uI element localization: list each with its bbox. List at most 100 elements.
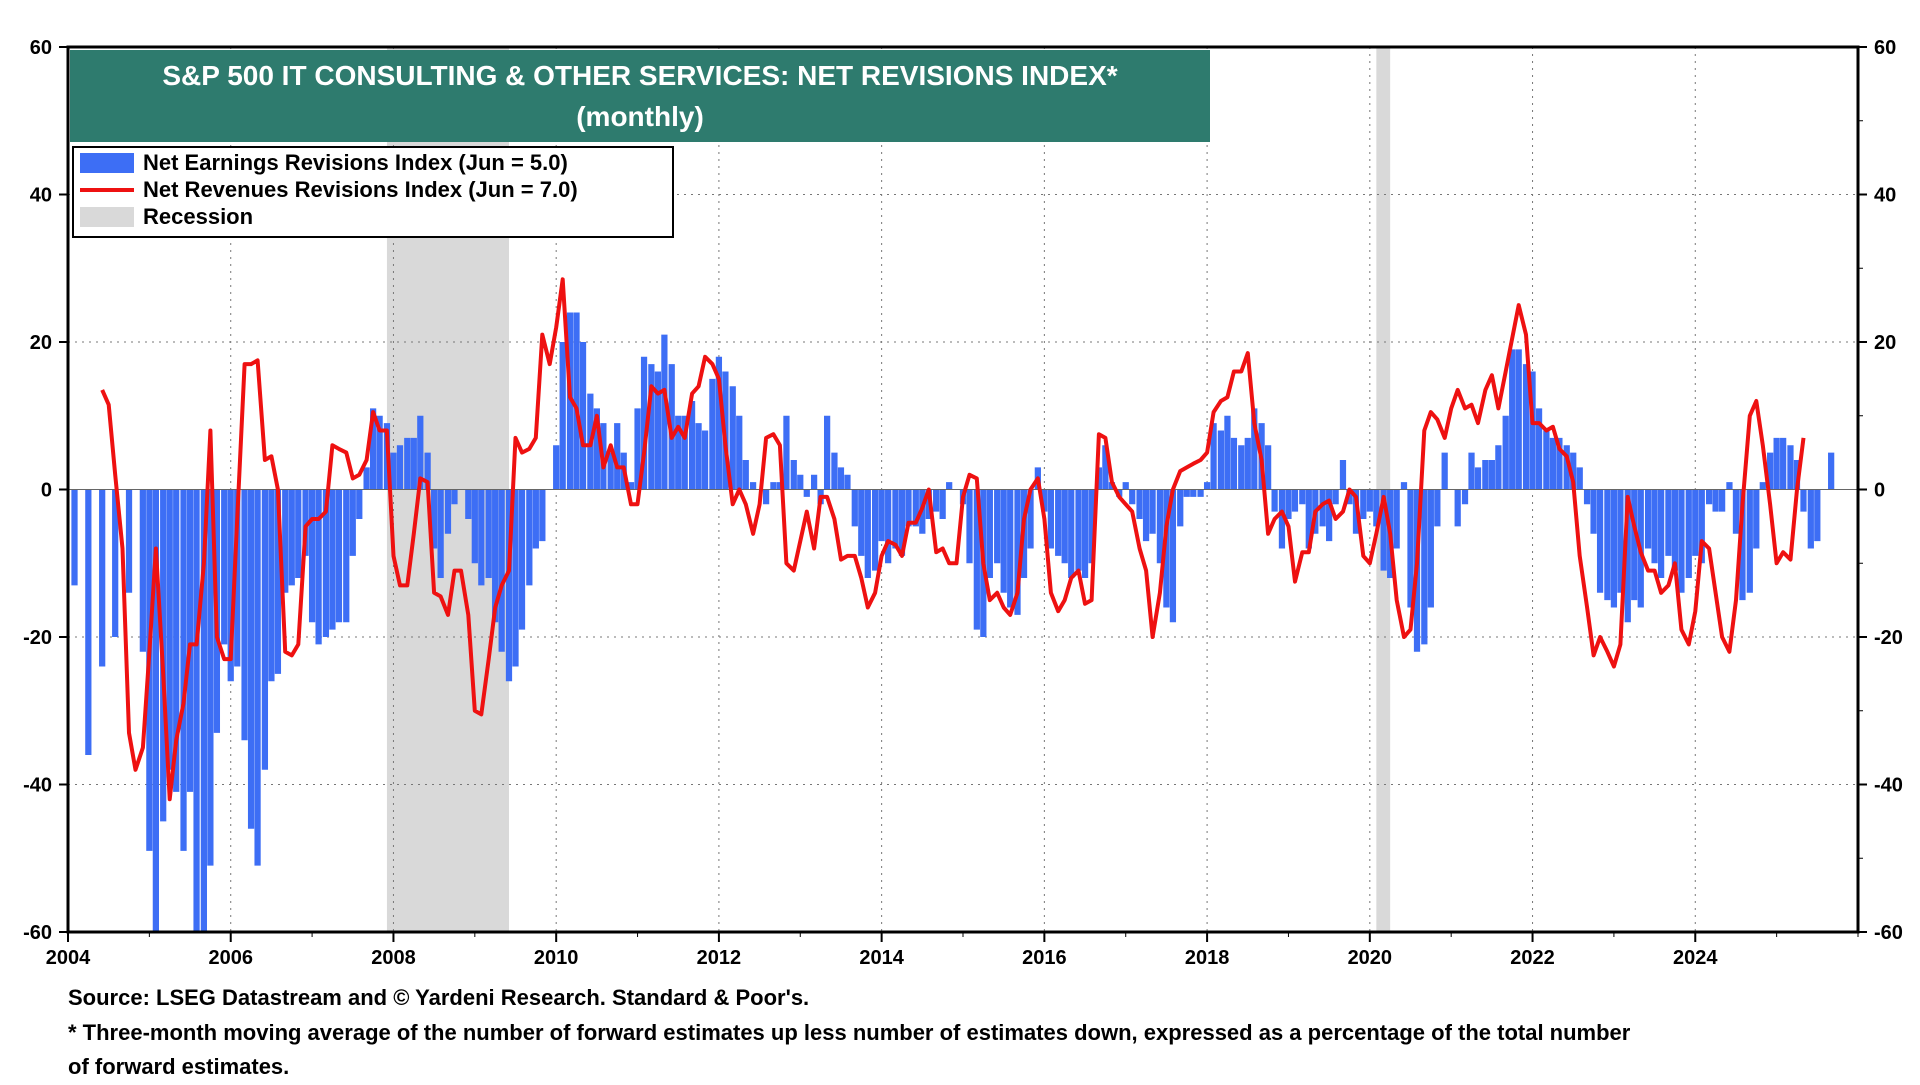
earnings-bar xyxy=(885,489,892,564)
y-tick-label-right: -20 xyxy=(1874,627,1903,649)
earnings-bar xyxy=(1596,489,1604,593)
earnings-bar xyxy=(335,489,343,623)
earnings-bar xyxy=(173,489,180,792)
earnings-bar xyxy=(553,445,560,490)
earnings-bar xyxy=(1604,489,1611,601)
earnings-bar xyxy=(762,489,770,505)
earnings-bar xyxy=(288,489,295,586)
earnings-bar xyxy=(1373,489,1380,527)
earnings-bar xyxy=(241,489,248,741)
earnings-bar xyxy=(308,489,316,623)
earnings-bar xyxy=(396,445,404,490)
y-tick-label-left: -20 xyxy=(23,627,52,649)
earnings-bar xyxy=(1360,489,1367,519)
x-tick-label: 2016 xyxy=(1022,947,1067,969)
earnings-bar xyxy=(1828,452,1835,490)
earnings-bar xyxy=(1495,445,1502,490)
earnings-bar xyxy=(627,482,635,490)
x-tick-label: 2010 xyxy=(534,947,579,969)
earnings-bar xyxy=(1210,423,1217,490)
earnings-bar xyxy=(1305,489,1312,549)
earnings-bar xyxy=(864,489,871,578)
earnings-bar xyxy=(1705,489,1713,505)
y-tick-label-right: -60 xyxy=(1874,922,1903,944)
earnings-bar xyxy=(1102,445,1109,490)
y-tick-label-left: 20 xyxy=(30,332,52,354)
x-tick-label: 2024 xyxy=(1673,947,1718,969)
earnings-bar xyxy=(892,489,899,549)
earnings-bar xyxy=(1468,452,1475,490)
earnings-bar xyxy=(1251,408,1258,490)
earnings-bar xyxy=(1719,489,1726,512)
earnings-bar xyxy=(1169,489,1177,623)
earnings-bar xyxy=(858,489,865,556)
earnings-bar xyxy=(485,489,492,578)
earnings-bar xyxy=(99,489,106,667)
earnings-bar xyxy=(994,489,1001,564)
earnings-bar xyxy=(71,489,78,586)
y-tick-label-left: -40 xyxy=(23,775,52,797)
earnings-bar xyxy=(648,364,655,490)
earnings-bar xyxy=(1563,445,1570,490)
earnings-bar xyxy=(1156,489,1164,564)
earnings-bar xyxy=(579,342,587,490)
earnings-bar xyxy=(1075,489,1082,571)
earnings-bar xyxy=(221,489,228,645)
legend-box xyxy=(72,146,674,238)
earnings-bar xyxy=(369,408,377,490)
earnings-bar xyxy=(797,474,804,490)
earnings-bar xyxy=(200,489,207,932)
earnings-bar xyxy=(1224,415,1231,490)
earnings-bar xyxy=(1339,460,1347,490)
x-tick-label: 2006 xyxy=(208,947,253,969)
earnings-bar xyxy=(1055,489,1062,556)
earnings-bar xyxy=(1509,349,1516,490)
earnings-bar xyxy=(261,489,269,770)
earnings-bar xyxy=(1264,445,1272,490)
earnings-bar xyxy=(1617,489,1624,593)
earnings-bar xyxy=(1726,482,1733,490)
earnings-bar xyxy=(1651,489,1658,564)
earnings-bar xyxy=(431,489,438,549)
earnings-bar xyxy=(1285,489,1292,519)
earnings-bar xyxy=(1746,489,1753,593)
earnings-bar xyxy=(939,489,946,519)
chart-subtitle: (monthly) xyxy=(576,101,704,132)
earnings-bar xyxy=(736,415,743,490)
earnings-bar xyxy=(1488,460,1495,490)
earnings-bar xyxy=(1549,437,1557,490)
legend: Net Earnings Revisions Index (Jun = 5.0)… xyxy=(72,146,674,238)
earnings-bar xyxy=(390,452,397,490)
earnings-bar xyxy=(1278,489,1286,549)
earnings-bar xyxy=(1631,489,1638,601)
earnings-bar xyxy=(166,489,173,770)
earnings-bar xyxy=(1326,489,1333,542)
earnings-bar xyxy=(1543,430,1550,490)
earnings-bar xyxy=(701,430,709,490)
earnings-bar xyxy=(1061,489,1068,564)
earnings-bar xyxy=(1142,489,1150,542)
earnings-bar xyxy=(1678,489,1685,593)
earnings-bar xyxy=(946,482,953,490)
earnings-bar xyxy=(1041,489,1048,512)
earnings-bar xyxy=(539,489,546,542)
x-tick-label: 2012 xyxy=(697,947,742,969)
earnings-bar xyxy=(593,408,600,490)
earnings-bar xyxy=(1088,489,1095,564)
earnings-bar xyxy=(1217,430,1225,490)
earnings-bar xyxy=(112,489,119,637)
earnings-bar xyxy=(322,489,330,637)
earnings-bar xyxy=(803,489,810,497)
legend-swatch-recession xyxy=(80,207,134,227)
earnings-bar xyxy=(898,489,906,556)
y-tick-label-right: 60 xyxy=(1874,37,1896,59)
earnings-bar xyxy=(1482,460,1489,490)
y-tick-label-right: 40 xyxy=(1874,185,1896,207)
earnings-bar xyxy=(451,489,458,505)
earnings-bar xyxy=(1590,489,1597,534)
earnings-bar xyxy=(302,489,309,556)
earnings-bar xyxy=(695,423,702,490)
earnings-bar xyxy=(152,489,159,932)
earnings-bar xyxy=(614,423,621,490)
